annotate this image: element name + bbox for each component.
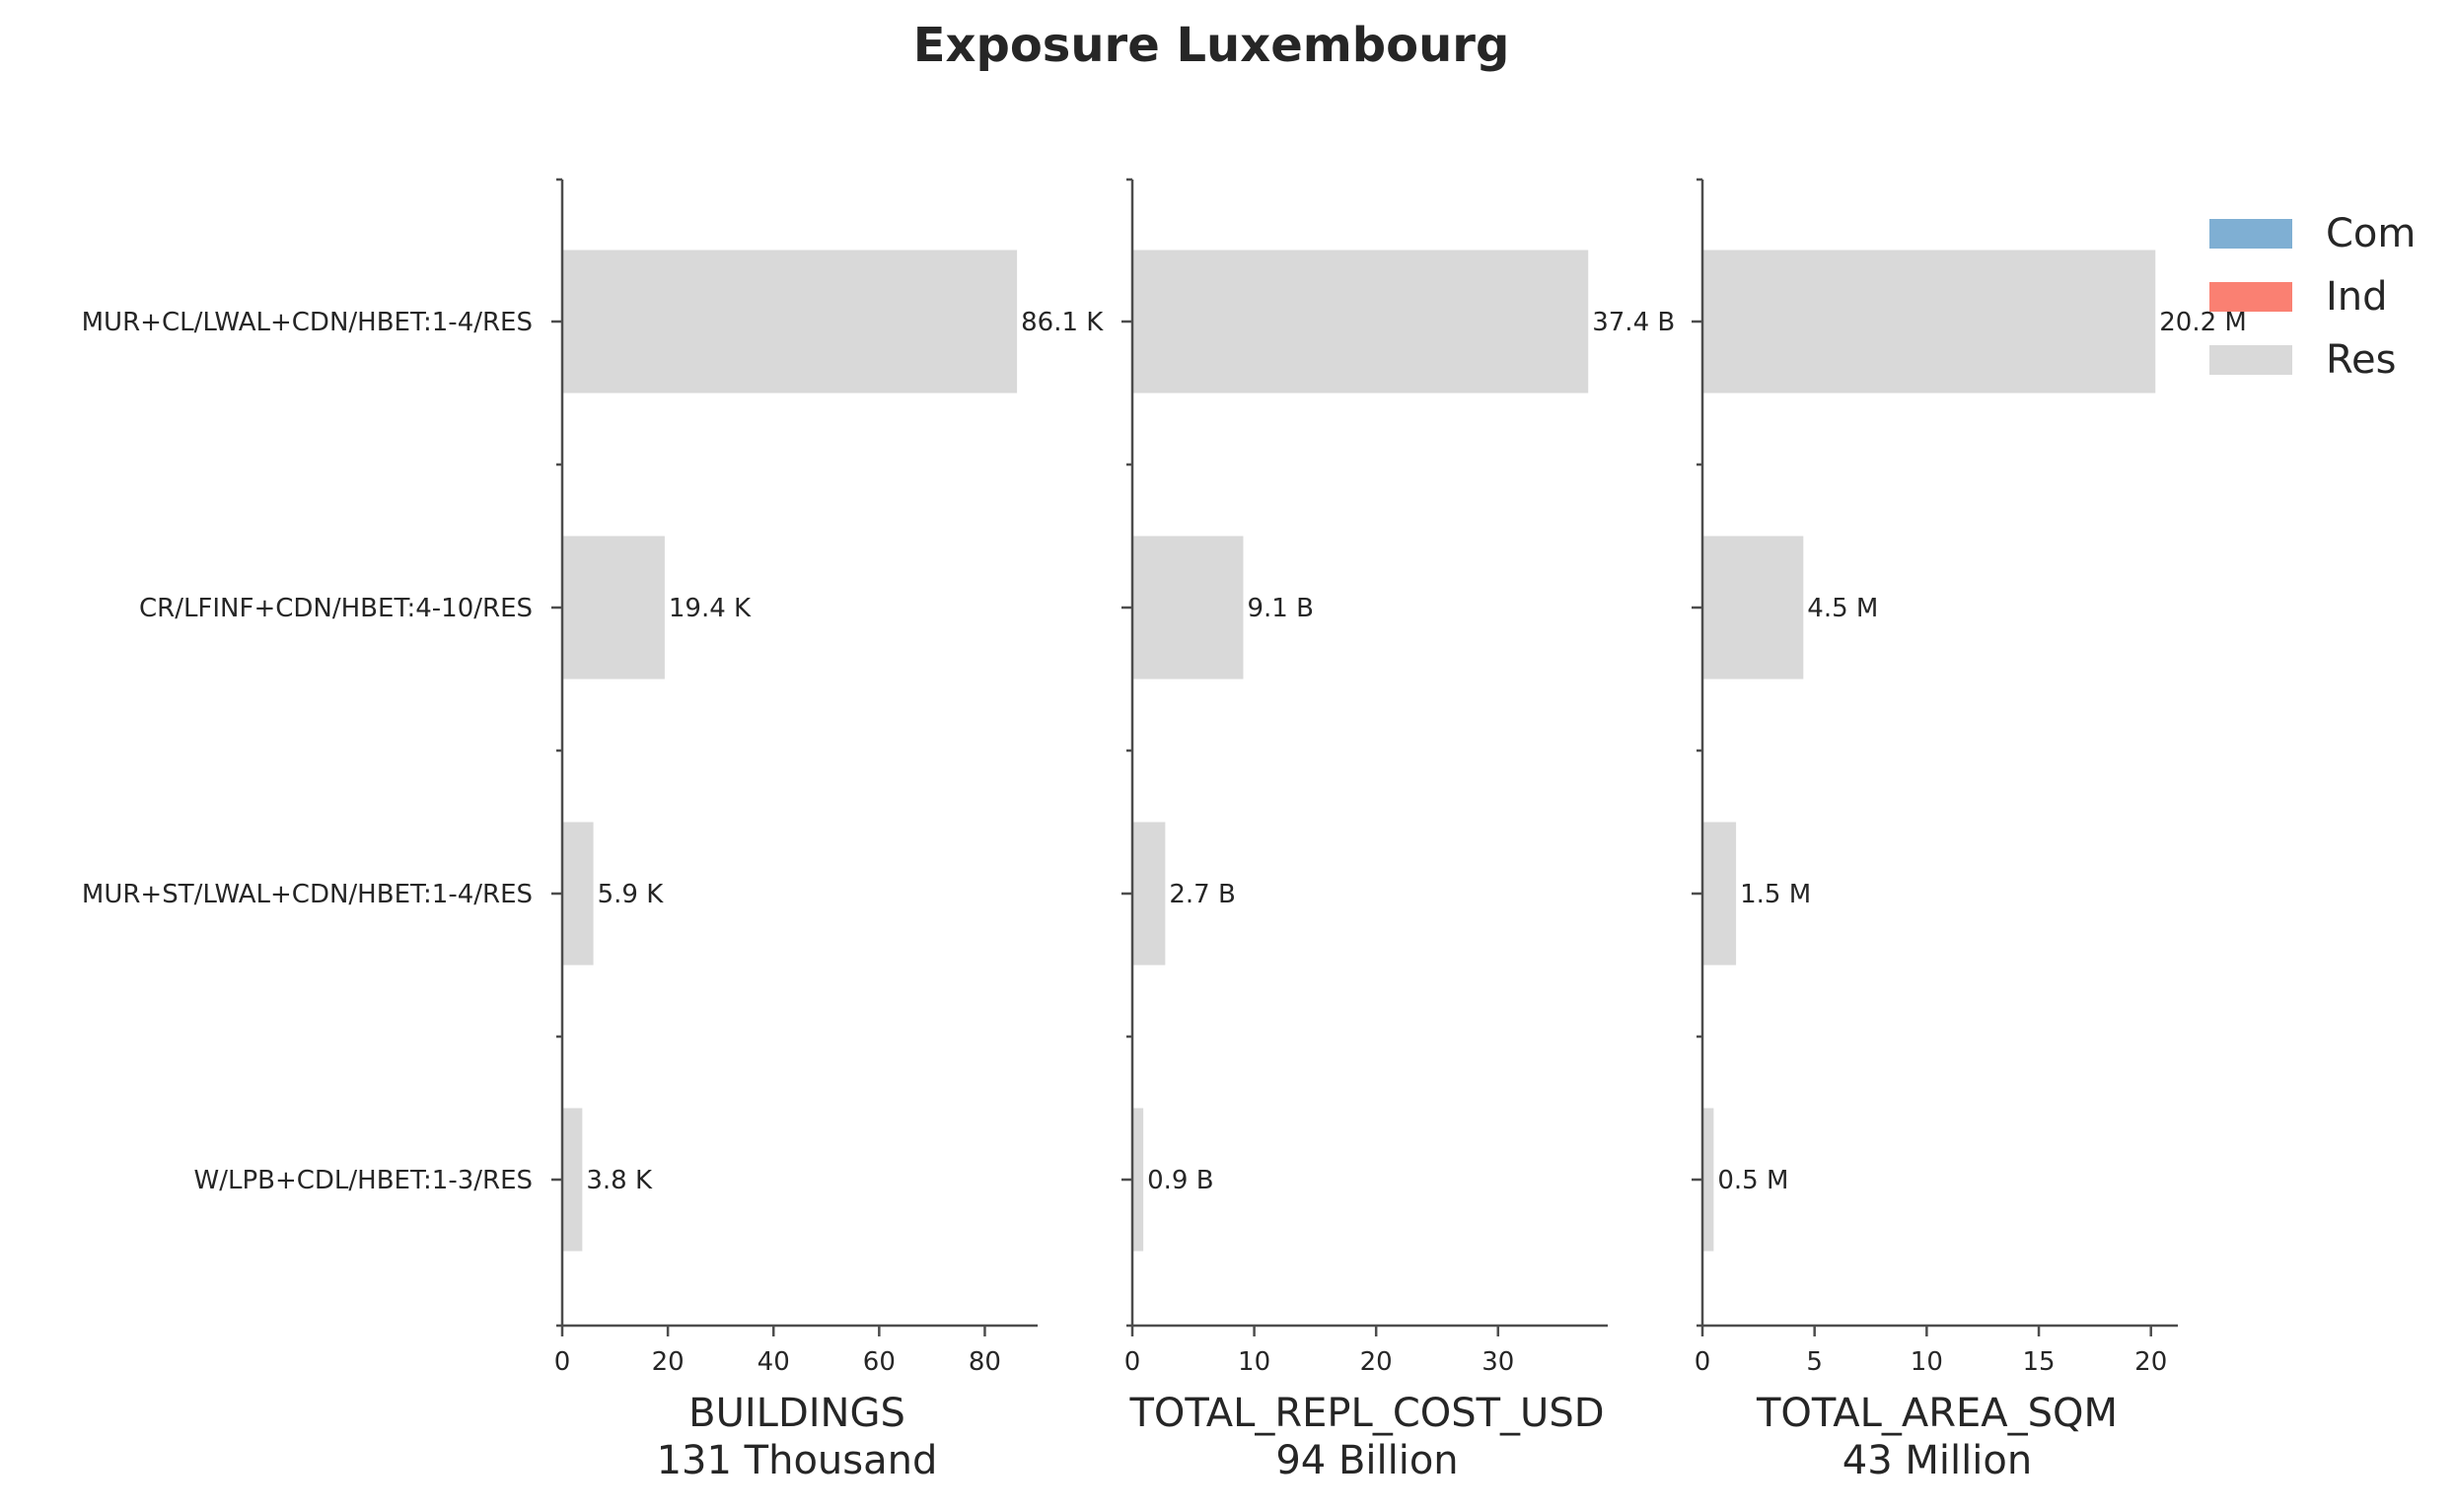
panel-1: 86.1 K 19.4 K 5.9 K 3.8 K MUR+CL/LWAL+CDN/HB… <box>82 178 1104 1483</box>
bar-value-label: 5.9 K <box>598 880 665 909</box>
legend-item: Com <box>2209 211 2416 256</box>
y-tick-label: MUR+ST/LWAL+CDN/HBET:1-4/RES <box>82 880 533 909</box>
x-axis-subtitle: 43 Million <box>1842 1438 2032 1483</box>
x-tick-label: 20 <box>1360 1347 1393 1377</box>
legend-label: Ind <box>2326 274 2388 320</box>
chart-panels: 86.1 K 19.4 K 5.9 K 3.8 K MUR+CL/LWAL+CDN/HB… <box>82 178 2247 1483</box>
panel-2: 37.4 B 9.1 B 2.7 B 0.9 B 0 10 20 30 TOTAL_REPL_C… <box>1121 178 1675 1483</box>
x-tick-label: 60 <box>863 1347 896 1377</box>
bar <box>1703 250 2156 394</box>
bar-value-label: 3.8 K <box>586 1166 653 1195</box>
x-tick-label: 15 <box>2022 1347 2055 1377</box>
bar-value-label: 20.2 M <box>2159 308 2247 337</box>
bar-value-label: 0.9 B <box>1147 1166 1213 1195</box>
bar-value-label: 9.1 B <box>1247 594 1313 623</box>
x-tick-label: 20 <box>2134 1347 2167 1377</box>
x-axis-label: TOTAL_REPL_COST_USD <box>1128 1391 1604 1436</box>
bar <box>563 250 1018 394</box>
bar <box>1703 1108 1714 1252</box>
bar-value-label: 0.5 M <box>1717 1166 1788 1195</box>
legend-swatch <box>2209 282 2292 312</box>
x-tick-label: 20 <box>652 1347 685 1377</box>
x-axis-label: TOTAL_AREA_SQM <box>1756 1391 2118 1436</box>
bar-value-label: 2.7 B <box>1169 880 1235 909</box>
x-tick-label: 0 <box>1695 1347 1711 1377</box>
bar-value-label: 1.5 M <box>1740 880 1811 909</box>
x-axis-subtitle: 131 Thousand <box>657 1438 938 1483</box>
legend-swatch <box>2209 219 2292 249</box>
y-tick-label: W/LPB+CDL/HBET:1-3/RES <box>194 1166 534 1195</box>
legend-label: Com <box>2326 211 2416 256</box>
bar <box>1133 822 1166 966</box>
bar <box>1133 250 1589 394</box>
bar <box>563 822 594 966</box>
legend-swatch <box>2209 345 2292 375</box>
y-tick-label: MUR+CL/LWAL+CDN/HBET:1-4/RES <box>82 308 533 337</box>
x-tick-label: 40 <box>758 1347 790 1377</box>
bar <box>1703 536 1804 680</box>
x-tick-label: 10 <box>1238 1347 1270 1377</box>
bar <box>563 536 665 680</box>
bar <box>563 1108 583 1252</box>
x-tick-label: 80 <box>969 1347 1001 1377</box>
chart-title: Exposure Luxembourg <box>913 18 1510 73</box>
x-axis-subtitle: 94 Billion <box>1275 1438 1458 1483</box>
bar-value-label: 37.4 B <box>1592 308 1675 337</box>
legend-item: Ind <box>2209 274 2388 320</box>
x-tick-label: 0 <box>554 1347 571 1377</box>
bar-value-label: 4.5 M <box>1807 594 1878 623</box>
x-tick-label: 10 <box>1911 1347 1943 1377</box>
bar <box>1703 822 1737 966</box>
bar <box>1133 1108 1144 1252</box>
legend-label: Res <box>2326 337 2396 383</box>
panel-3: 20.2 M 4.5 M 1.5 M 0.5 M 0 5 10 15 20 TOTAL_AREA_… <box>1692 178 2247 1483</box>
x-tick-label: 30 <box>1481 1347 1514 1377</box>
bar <box>1133 536 1244 680</box>
legend: Com Ind Res <box>2209 211 2416 383</box>
x-axis-label: BUILDINGS <box>688 1391 905 1436</box>
legend-item: Res <box>2209 337 2396 383</box>
bar-value-label: 86.1 K <box>1021 308 1104 337</box>
x-tick-label: 5 <box>1806 1347 1823 1377</box>
y-tick-label: CR/LFINF+CDN/HBET:4-10/RES <box>139 594 533 623</box>
bar-value-label: 19.4 K <box>669 594 752 623</box>
x-tick-label: 0 <box>1124 1347 1141 1377</box>
